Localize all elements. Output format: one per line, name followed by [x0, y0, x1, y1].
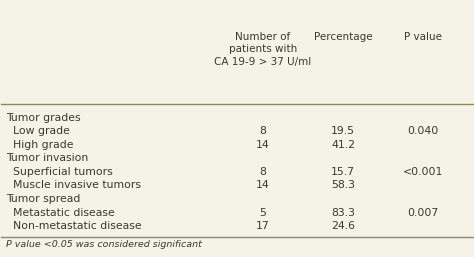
Text: 8: 8 — [259, 126, 266, 136]
Text: Metastatic disease: Metastatic disease — [6, 208, 115, 218]
Text: 14: 14 — [256, 180, 270, 190]
Text: Tumor spread: Tumor spread — [6, 194, 81, 204]
Text: Non-metastatic disease: Non-metastatic disease — [6, 221, 142, 231]
Text: 8: 8 — [259, 167, 266, 177]
Text: P value: P value — [404, 32, 442, 42]
Text: <0.001: <0.001 — [403, 167, 443, 177]
Text: 0.007: 0.007 — [408, 208, 439, 218]
Text: 15.7: 15.7 — [331, 167, 355, 177]
Text: Low grade: Low grade — [6, 126, 70, 136]
Text: P value <0.05 was considered significant: P value <0.05 was considered significant — [6, 240, 202, 249]
Text: 24.6: 24.6 — [331, 221, 355, 231]
Text: Tumor grades: Tumor grades — [6, 113, 81, 123]
Text: High grade: High grade — [6, 140, 73, 150]
Text: Percentage: Percentage — [314, 32, 373, 42]
Text: Muscle invasive tumors: Muscle invasive tumors — [6, 180, 141, 190]
Text: Number of
patients with
CA 19-9 > 37 U/ml: Number of patients with CA 19-9 > 37 U/m… — [214, 32, 311, 67]
Text: 58.3: 58.3 — [331, 180, 355, 190]
Text: 83.3: 83.3 — [331, 208, 355, 218]
Text: 0.040: 0.040 — [408, 126, 439, 136]
Text: Tumor invasion: Tumor invasion — [6, 153, 88, 163]
Text: 17: 17 — [256, 221, 270, 231]
Text: 14: 14 — [256, 140, 270, 150]
Text: 19.5: 19.5 — [331, 126, 355, 136]
Text: 41.2: 41.2 — [331, 140, 355, 150]
Text: 5: 5 — [259, 208, 266, 218]
Text: Superficial tumors: Superficial tumors — [6, 167, 113, 177]
